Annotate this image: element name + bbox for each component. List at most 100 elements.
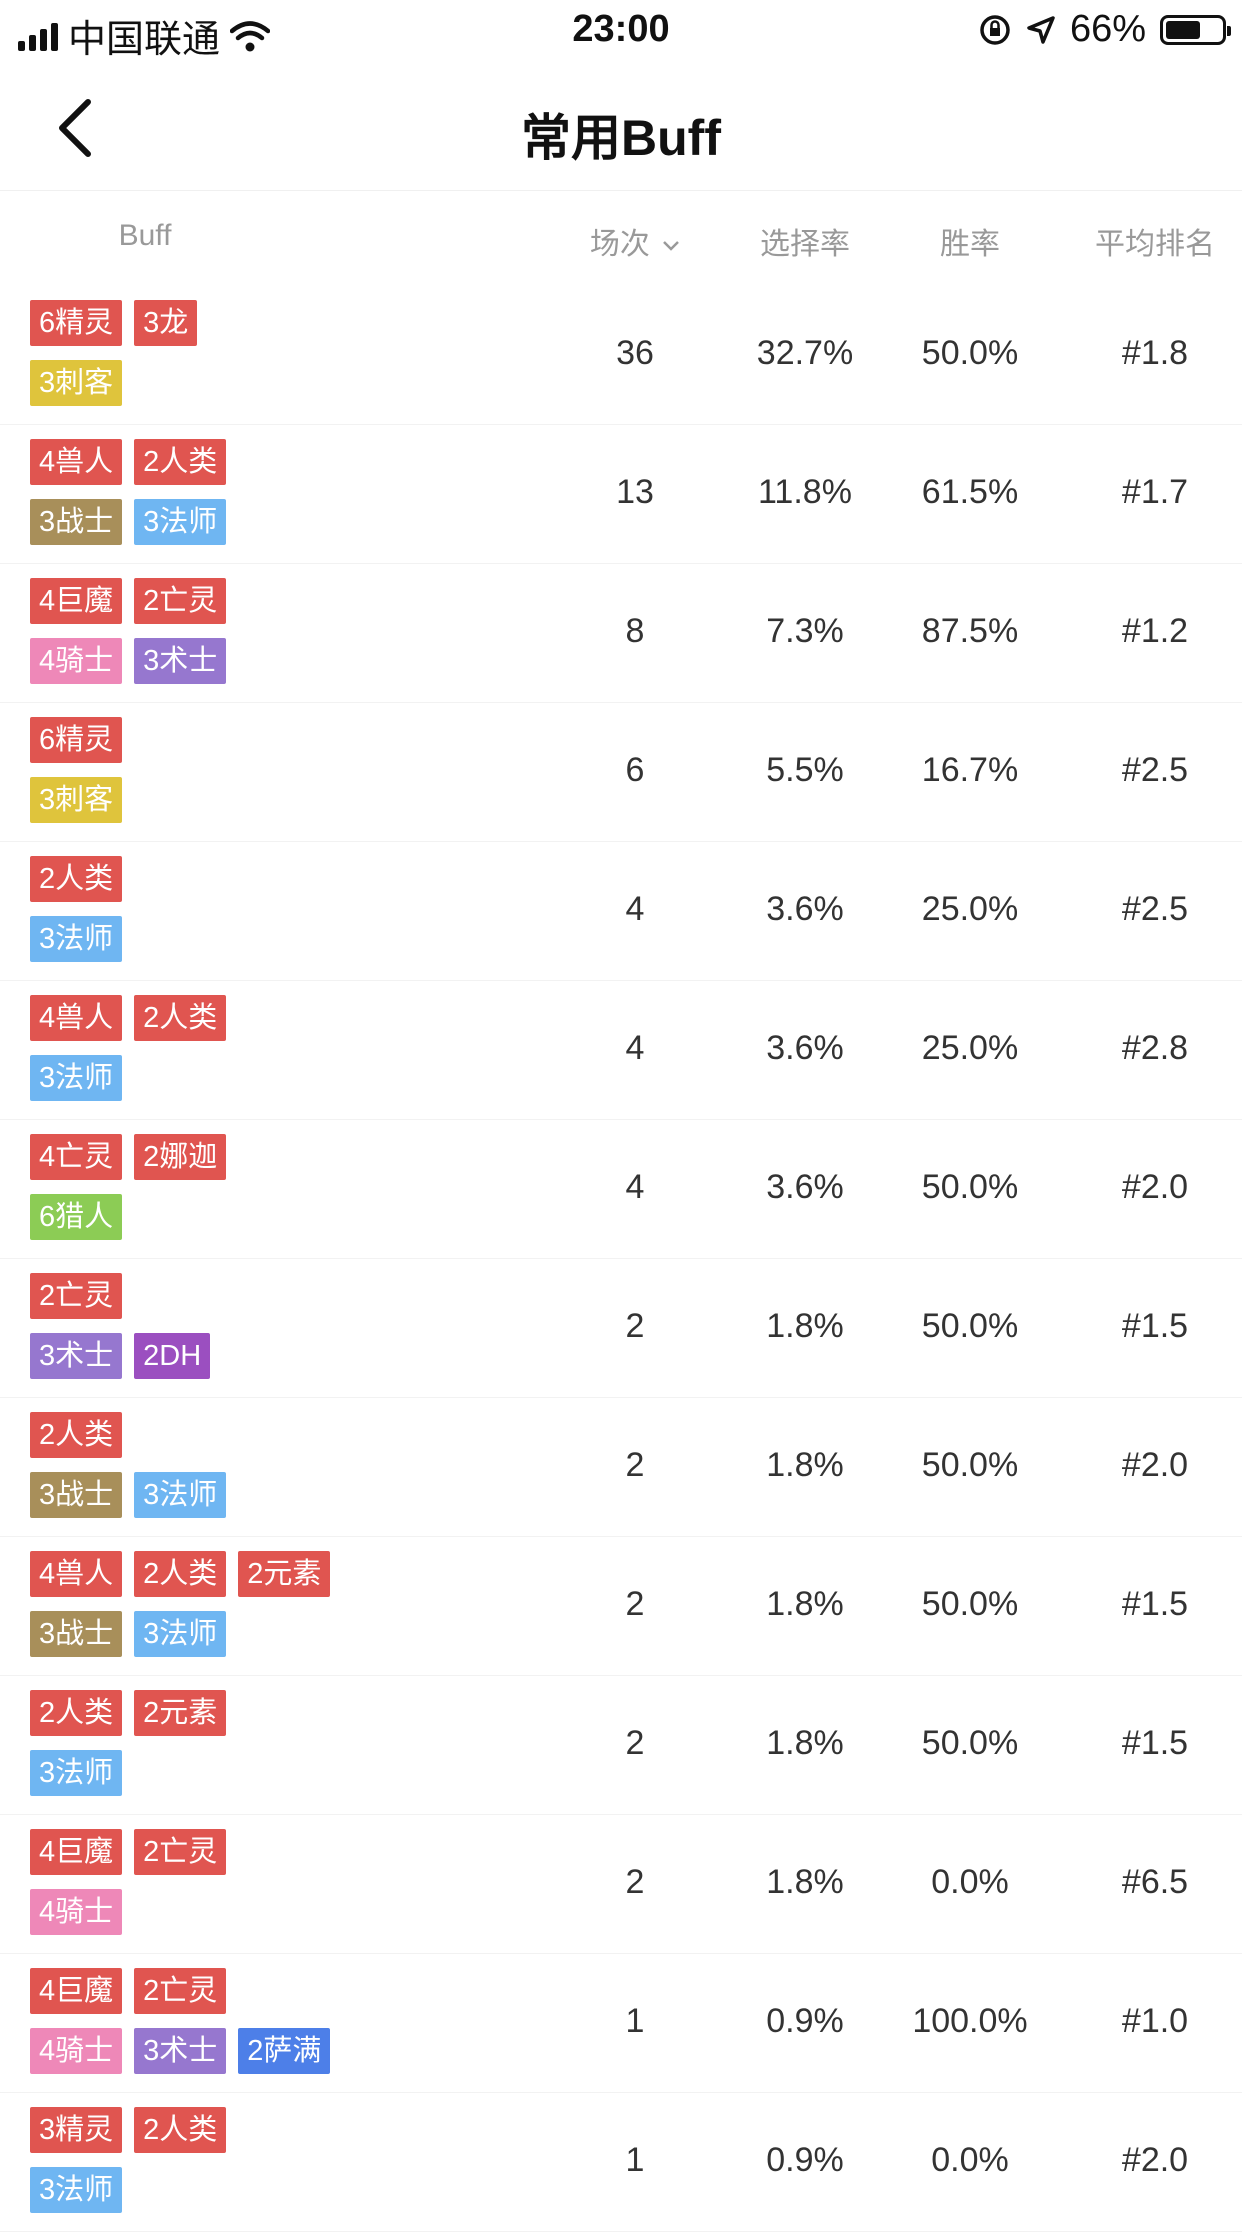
pick-rate-value: 0.9% (766, 2141, 844, 2179)
buff-tag: 2亡灵 (134, 578, 227, 624)
buff-tag-line: 3法师 (30, 1750, 430, 1798)
buff-tag-line: 4骑士 (30, 1889, 430, 1937)
buff-tag: 2亡灵 (134, 1968, 227, 2014)
games-value: 4 (625, 890, 645, 928)
avg-rank-value: #2.0 (1121, 2141, 1189, 2179)
win-rate-value: 87.5% (921, 612, 1019, 650)
table-row[interactable]: 4巨魔 2亡灵 4骑士 3术士 8 7.3% 87.5% #1.2 (0, 564, 1242, 703)
buff-tags: 4亡灵 2娜迦 6猎人 (30, 1134, 430, 1254)
avg-rank-value: #1.0 (1121, 2002, 1189, 2040)
location-arrow-icon (1027, 15, 1055, 44)
buff-tag-line: 3战士 3法师 (30, 1611, 430, 1659)
buff-tag-line: 2人类 2元素 (30, 1690, 430, 1738)
buff-tag-line: 6精灵 (30, 717, 430, 765)
pick-rate-value: 32.7% (756, 334, 854, 372)
games-value: 2 (625, 1863, 645, 1901)
table-row[interactable]: 4兽人 2人类 3战士 3法师 13 11.8% 61.5% #1.7 (0, 425, 1242, 564)
buff-tag: 2娜迦 (134, 1134, 227, 1180)
column-header-games-label: 场次 (589, 228, 650, 261)
buff-tags: 4兽人 2人类 2元素 3战士 3法师 (30, 1551, 430, 1671)
buff-tag: 4骑士 (30, 2028, 123, 2074)
pick-rate-value: 0.9% (766, 2002, 844, 2040)
buff-tag-line: 3法师 (30, 1055, 430, 1103)
table-row[interactable]: 4亡灵 2娜迦 6猎人 4 3.6% 50.0% #2.0 (0, 1120, 1242, 1259)
games-value: 2 (625, 1724, 645, 1762)
buff-tag-line: 4兽人 2人类 (30, 439, 430, 487)
avg-rank-value: #1.7 (1121, 473, 1189, 511)
table-row[interactable]: 2人类 2元素 3法师 2 1.8% 50.0% #1.5 (0, 1676, 1242, 1815)
pick-rate-value: 1.8% (766, 1863, 844, 1901)
buff-tag: 2人类 (134, 1551, 227, 1597)
chevron-down-icon (663, 241, 680, 251)
table-row[interactable]: 6精灵 3刺客 6 5.5% 16.7% #2.5 (0, 703, 1242, 842)
table-row[interactable]: 4巨魔 2亡灵 4骑士 3术士 2萨满 1 0.9% 100.0% #1.0 (0, 1954, 1242, 2093)
buff-tag-line: 3刺客 (30, 777, 430, 825)
games-value: 8 (625, 612, 645, 650)
column-header-buff: Buff (118, 219, 172, 252)
table-row[interactable]: 4巨魔 2亡灵 4骑士 2 1.8% 0.0% #6.5 (0, 1815, 1242, 1954)
buff-tag-line: 2亡灵 (30, 1273, 430, 1321)
buff-tag-line: 4巨魔 2亡灵 (30, 1968, 430, 2016)
buff-tag-line: 6猎人 (30, 1194, 430, 1242)
buff-table: 6精灵 3龙 3刺客 36 32.7% 50.0% #1.8 4兽人 2人类 3战士 3法师 13 11… (0, 286, 1242, 2232)
win-rate-value: 100.0% (912, 2002, 1028, 2040)
pick-rate-value: 1.8% (766, 1724, 844, 1762)
back-chevron-icon[interactable] (50, 98, 110, 158)
win-rate-value: 50.0% (921, 1168, 1019, 1206)
buff-tag-line: 4巨魔 2亡灵 (30, 1829, 430, 1877)
buff-tag-line: 4骑士 3术士 (30, 638, 430, 686)
buff-tag: 2人类 (134, 995, 227, 1041)
buff-tag: 2DH (134, 1333, 211, 1379)
buff-tag: 2萨满 (238, 2028, 331, 2074)
win-rate-value: 50.0% (921, 1585, 1019, 1623)
column-header-games-sort[interactable]: 场次 (560, 219, 710, 263)
battery-icon (1160, 14, 1231, 45)
buff-tag: 3法师 (30, 1750, 123, 1796)
buff-tag: 3龙 (134, 300, 198, 346)
buff-tag: 4骑士 (30, 638, 123, 684)
avg-rank-value: #2.8 (1121, 1029, 1189, 1067)
pick-rate-value: 3.6% (766, 1029, 844, 1067)
buff-tag: 2人类 (30, 856, 123, 902)
table-row[interactable]: 6精灵 3龙 3刺客 36 32.7% 50.0% #1.8 (0, 286, 1242, 425)
buff-tag-line: 3战士 3法师 (30, 499, 430, 547)
buff-tag: 3刺客 (30, 777, 123, 823)
column-header-avg-rank: 平均排名 (1095, 228, 1215, 261)
buff-tag-line: 3法师 (30, 916, 430, 964)
status-left: 中国联通 (18, 8, 271, 63)
status-right: 66% (978, 8, 1231, 51)
buff-tag: 3法师 (134, 1472, 227, 1518)
buff-tags: 4巨魔 2亡灵 4骑士 3术士 (30, 578, 430, 698)
buff-tags: 4巨魔 2亡灵 4骑士 3术士 2萨满 (30, 1968, 430, 2088)
table-row[interactable]: 4兽人 2人类 3法师 4 3.6% 25.0% #2.8 (0, 981, 1242, 1120)
status-bar: 中国联通 23:00 66% (0, 0, 1242, 62)
table-row[interactable]: 2人类 3法师 4 3.6% 25.0% #2.5 (0, 842, 1242, 981)
buff-tag-line: 3战士 3法师 (30, 1472, 430, 1520)
avg-rank-value: #6.5 (1121, 1863, 1189, 1901)
table-row[interactable]: 3精灵 2人类 3法师 1 0.9% 0.0% #2.0 (0, 2093, 1242, 2232)
buff-tag: 3法师 (134, 499, 227, 545)
avg-rank-value: #1.8 (1121, 334, 1189, 372)
buff-tag: 3法师 (134, 1611, 227, 1657)
buff-tag-line: 2人类 (30, 856, 430, 904)
navigation-bar: 常用Buff (0, 62, 1242, 191)
buff-tag: 3术士 (134, 638, 227, 684)
buff-tags: 2人类 3战士 3法师 (30, 1412, 430, 1532)
games-value: 4 (625, 1029, 645, 1067)
buff-tag: 3精灵 (30, 2107, 123, 2153)
buff-tags: 3精灵 2人类 3法师 (30, 2107, 430, 2227)
avg-rank-value: #1.5 (1121, 1307, 1189, 1345)
buff-tag: 2亡灵 (30, 1273, 123, 1319)
buff-tag: 6精灵 (30, 300, 123, 346)
win-rate-value: 25.0% (921, 890, 1019, 928)
table-row[interactable]: 2亡灵 3术士 2DH 2 1.8% 50.0% #1.5 (0, 1259, 1242, 1398)
buff-tag: 2元素 (134, 1690, 227, 1736)
buff-tag-line: 3法师 (30, 2167, 430, 2215)
battery-percent: 66% (1069, 8, 1146, 50)
table-row[interactable]: 2人类 3战士 3法师 2 1.8% 50.0% #2.0 (0, 1398, 1242, 1537)
table-row[interactable]: 4兽人 2人类 2元素 3战士 3法师 2 1.8% 50.0% #1.5 (0, 1537, 1242, 1676)
buff-tag: 2元素 (238, 1551, 331, 1597)
buff-tag-line: 4兽人 2人类 2元素 (30, 1551, 430, 1599)
pick-rate-value: 7.3% (766, 612, 844, 650)
page-title: 常用Buff (521, 110, 721, 166)
